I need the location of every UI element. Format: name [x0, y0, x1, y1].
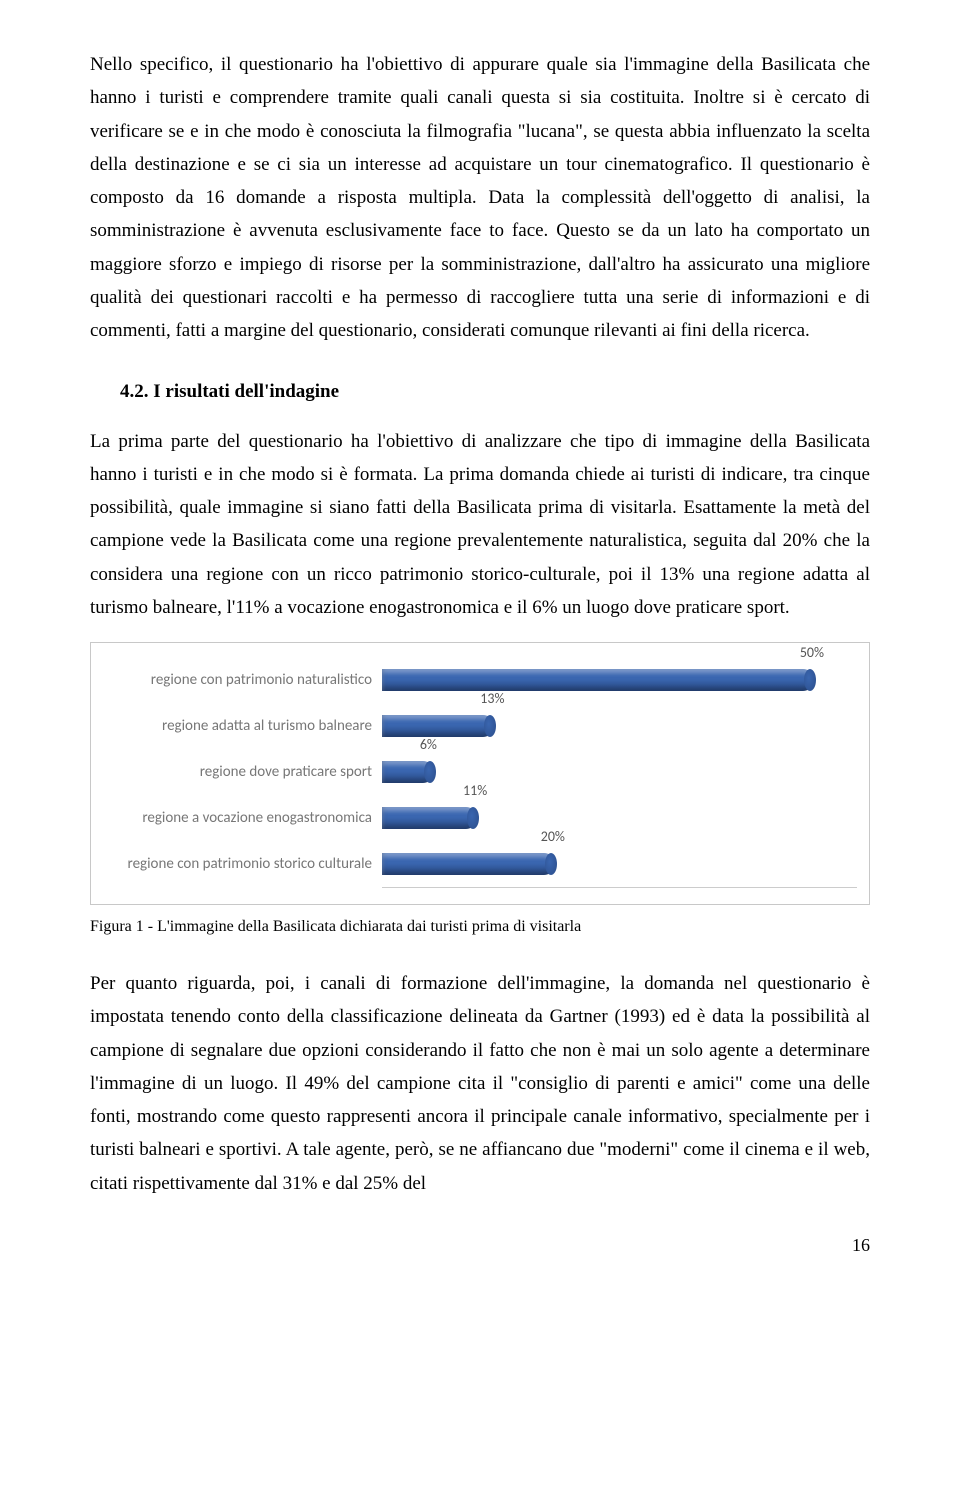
chart-category-label: regione con patrimonio storico culturale [97, 855, 382, 873]
chart-bar-area: 50% [382, 657, 857, 703]
chart-value-label: 13% [480, 687, 504, 712]
chart-bar-area: 6% [382, 749, 857, 795]
section-heading: 4.2. I risultati dell'indagine [120, 375, 870, 408]
body-paragraph-1: Nello specifico, il questionario ha l'ob… [90, 48, 870, 347]
chart-category-label: regione con patrimonio naturalistico [97, 671, 382, 689]
chart-value-label: 11% [463, 779, 487, 804]
chart-bar-area: 20% [382, 841, 857, 887]
chart-x-axis [382, 887, 857, 894]
figure-1-chart: regione con patrimonio naturalistico50%r… [90, 642, 870, 905]
chart-row: regione adatta al turismo balneare13% [97, 703, 857, 749]
chart-row: regione a vocazione enogastronomica11% [97, 795, 857, 841]
page-number: 16 [90, 1230, 870, 1262]
chart-category-label: regione dove praticare sport [97, 763, 382, 781]
body-paragraph-3: Per quanto riguarda, poi, i canali di fo… [90, 967, 870, 1200]
chart-bar [382, 715, 494, 737]
chart-bar [382, 761, 434, 783]
body-paragraph-2: La prima parte del questionario ha l'obi… [90, 425, 870, 625]
chart-bar-area: 11% [382, 795, 857, 841]
chart-category-label: regione a vocazione enogastronomica [97, 809, 382, 827]
figure-1-caption: Figura 1 - L'immagine della Basilicata d… [90, 913, 870, 941]
chart-bar [382, 669, 814, 691]
chart-bar [382, 807, 477, 829]
chart-value-label: 50% [800, 641, 824, 666]
chart-bar-area: 13% [382, 703, 857, 749]
chart-value-label: 20% [541, 825, 565, 850]
chart-row: regione con patrimonio storico culturale… [97, 841, 857, 887]
chart-row: regione con patrimonio naturalistico50% [97, 657, 857, 703]
chart-category-label: regione adatta al turismo balneare [97, 717, 382, 735]
chart-bar [382, 853, 555, 875]
chart-value-label: 6% [420, 733, 437, 758]
